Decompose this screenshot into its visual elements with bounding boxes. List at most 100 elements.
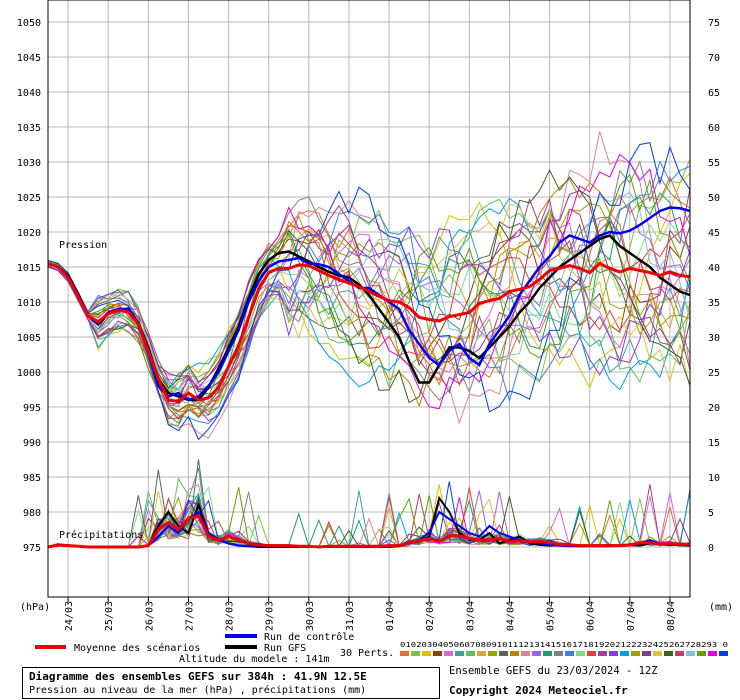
y-left-tick-label: 995	[23, 403, 41, 414]
legend: Moyenne des scénarios Run de contrôle Ru…	[35, 631, 728, 659]
y-left-tick-label: 1010	[17, 298, 41, 309]
x-tick-label: 31/03	[345, 601, 356, 631]
legend-pert-swatch	[719, 651, 728, 656]
y-left-tick-label: 1045	[17, 53, 41, 64]
legend-pert-swatch	[642, 651, 651, 656]
legend-pert-swatch	[664, 651, 673, 656]
y-right-tick-label: 20	[708, 403, 720, 414]
legend-pert-swatch	[411, 651, 420, 656]
legend-pert-swatch	[499, 651, 508, 656]
x-tick-label: 08/04	[666, 601, 677, 631]
legend-pert-swatch	[708, 651, 717, 656]
legend-pert-swatch	[609, 651, 618, 656]
y-left-tick-label: 1040	[17, 88, 41, 99]
legend-pert-swatch	[598, 651, 607, 656]
legend-pert-swatch	[675, 651, 684, 656]
legend-pert-swatch	[576, 651, 585, 656]
y-right-unit: (mm)	[709, 602, 733, 613]
member-pressure-line	[47, 191, 691, 391]
legend-pert-swatch	[444, 651, 453, 656]
x-tick-label: 29/03	[265, 601, 276, 631]
legend-pert-swatch	[422, 651, 431, 656]
control-pressure-line	[47, 206, 691, 402]
y-right-tick-label: 65	[708, 88, 720, 99]
annotation-precipitations: Précipitations	[59, 529, 143, 541]
legend-pert-swatch	[521, 651, 530, 656]
y-left-tick-label: 990	[23, 438, 41, 449]
x-tick-label: 30/03	[305, 601, 316, 631]
y-right-tick-label: 75	[708, 18, 720, 29]
x-tick-label: 03/04	[465, 601, 476, 631]
legend-mean-label: Moyenne des scénarios	[74, 642, 200, 654]
legend-pert-swatch	[466, 651, 475, 656]
y-right-tick-label: 55	[708, 158, 720, 169]
y-right-tick-label: 70	[708, 53, 720, 64]
y-right-tick-label: 25	[708, 368, 720, 379]
legend-pert-swatch	[433, 651, 442, 656]
legend-pert-swatch	[653, 651, 662, 656]
y-left-tick-label: 1030	[17, 158, 41, 169]
x-tick-label: 04/04	[505, 601, 516, 631]
y-right-tick-label: 0	[708, 543, 714, 554]
x-tick-label: 05/04	[546, 601, 557, 631]
x-tick-label: 01/04	[385, 601, 396, 631]
legend-pert-swatch	[554, 651, 563, 656]
axis-ticks: 975 0 980 5 985 10 990 15 995 20 1000 25 1005 30 1010 3…	[17, 18, 720, 631]
legend-gfs-label: Run GFS	[264, 643, 306, 654]
copyright: Copyright 2024 Meteociel.fr	[449, 684, 628, 697]
legend-pert-swatch	[532, 651, 541, 656]
y-left-tick-label: 1000	[17, 368, 41, 379]
legend-pert-swatch	[620, 651, 629, 656]
legend-pert-swatch	[565, 651, 574, 656]
legend-pert-swatch	[686, 651, 695, 656]
y-left-tick-label: 1015	[17, 263, 41, 274]
legend-pert-swatch	[697, 651, 706, 656]
x-tick-label: 02/04	[425, 601, 436, 631]
member-pressure-line	[47, 173, 691, 427]
main-series	[47, 206, 691, 549]
annotation-pression: Pression	[59, 240, 107, 251]
legend-pert-swatch	[400, 651, 409, 656]
y-right-tick-label: 10	[708, 473, 720, 484]
x-tick-label: 28/03	[225, 601, 236, 631]
y-right-tick-label: 30	[708, 333, 720, 344]
y-left-tick-label: 1020	[17, 228, 41, 239]
y-right-tick-label: 40	[708, 263, 720, 274]
y-right-tick-label: 5	[708, 508, 714, 519]
y-right-tick-label: 15	[708, 438, 720, 449]
y-left-tick-label: 975	[23, 543, 41, 554]
info-box: Diagramme des ensembles GEFS sur 384h : …	[22, 667, 440, 699]
legend-perts-label: 30 Perts.	[340, 648, 394, 659]
x-tick-label: 07/04	[626, 601, 637, 631]
legend-pert-swatch	[543, 651, 552, 656]
mean-pressure-line	[47, 261, 691, 403]
y-left-tick-label: 980	[23, 508, 41, 519]
x-tick-label: 06/04	[586, 601, 597, 631]
legend-pert-swatch	[455, 651, 464, 656]
member-pressure-line	[47, 213, 691, 420]
x-tick-label: 27/03	[184, 601, 195, 631]
x-tick-label: 26/03	[144, 601, 155, 631]
model-altitude: Altitude du modele : 141m	[179, 654, 330, 665]
y-right-tick-label: 35	[708, 298, 720, 309]
y-left-tick-label: 985	[23, 473, 41, 484]
mean-precip-line	[47, 513, 690, 549]
plot-frame	[47, 0, 691, 598]
legend-pert-swatches	[400, 651, 728, 656]
y-left-unit: (hPa)	[20, 602, 50, 613]
y-left-tick-label: 1035	[17, 123, 41, 134]
chart-subtitle: Pression au niveau de la mer (hPa) , pré…	[29, 685, 367, 696]
member-pressure-line	[47, 142, 691, 441]
y-left-tick-label: 1025	[17, 193, 41, 204]
legend-pert-swatch	[587, 651, 596, 656]
legend-pert-swatch	[477, 651, 486, 656]
y-right-tick-label: 50	[708, 193, 720, 204]
legend-control-label: Run de contrôle	[264, 631, 354, 643]
x-tick-label: 25/03	[104, 601, 115, 631]
legend-pert-swatch	[510, 651, 519, 656]
y-right-tick-label: 60	[708, 123, 720, 134]
ensemble-run-label: Ensemble GEFS du 23/03/2024 - 12Z	[449, 665, 658, 677]
y-left-tick-label: 1050	[17, 18, 41, 29]
legend-pert-swatch	[631, 651, 640, 656]
